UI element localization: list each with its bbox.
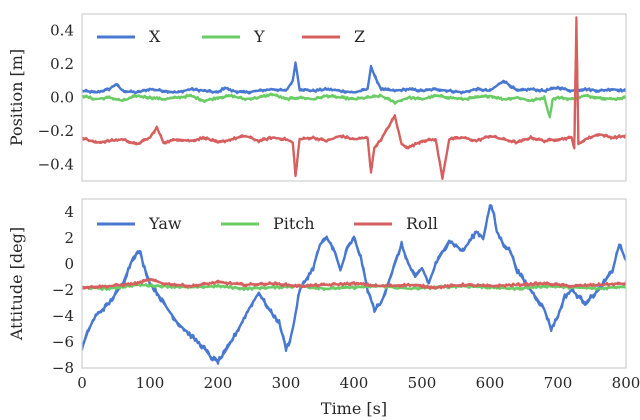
x-tick-label: 0 xyxy=(77,374,87,392)
y-tick-label: −4 xyxy=(52,307,74,325)
x-tick-label: 400 xyxy=(340,374,369,392)
y-tick-label: −0.4 xyxy=(38,155,74,173)
x-tick-label: 200 xyxy=(204,374,233,392)
x-tick-label: 500 xyxy=(408,374,437,392)
x-tick-label: 300 xyxy=(272,374,301,392)
x-tick-label: 100 xyxy=(136,374,165,392)
series-knots-yaw xyxy=(82,204,626,363)
plot-frame xyxy=(81,198,627,369)
legend-label-y: Y xyxy=(253,27,265,46)
y-tick-label: 0 xyxy=(64,255,74,273)
x-tick-label: 600 xyxy=(476,374,505,392)
series-group xyxy=(82,16,626,180)
y-tick-label: 4 xyxy=(64,203,74,221)
legend-label-yaw: Yaw xyxy=(148,214,182,233)
plot-frame xyxy=(81,13,627,182)
y-tick-label: 0.4 xyxy=(50,22,74,40)
series-line-x xyxy=(82,62,626,95)
legend-label-pitch: Pitch xyxy=(273,214,315,233)
series-knots-z xyxy=(82,16,626,179)
series-knots-pitch xyxy=(82,283,626,290)
legend-label-z: Z xyxy=(354,27,365,46)
series-group xyxy=(82,204,626,365)
legend: X Y Z xyxy=(97,27,365,46)
y-tick-label: 0.2 xyxy=(50,55,74,73)
y-tick-label: −8 xyxy=(52,359,74,377)
panel-position: 0.4 0.2 0.0 −0.2 −0.4 Position [m] X Y Z xyxy=(7,13,627,182)
y-tick-label: 2 xyxy=(64,229,74,247)
y-tick-label: −0.2 xyxy=(38,122,74,140)
legend: Yaw Pitch Roll xyxy=(97,214,438,233)
y-tick-label: 0.0 xyxy=(50,89,74,107)
y-axis-label: Position [m] xyxy=(7,49,26,146)
legend-label-x: X xyxy=(149,27,161,46)
panel-attitude: 420−2−4−6−80 100 200 300 400 500 600 700 800Atti… xyxy=(7,198,640,418)
legend-label-roll: Roll xyxy=(406,214,438,233)
x-tick-label: 700 xyxy=(544,374,573,392)
series-line-z xyxy=(82,57,626,180)
x-axis-label: Time [s] xyxy=(321,399,387,418)
y-tick-label: −2 xyxy=(52,281,74,299)
series-knots-roll xyxy=(82,278,626,289)
y-tick-label: −6 xyxy=(52,333,74,351)
y-axis-label: Attitude [deg] xyxy=(7,227,26,341)
series-knots-y xyxy=(82,93,626,119)
series-knots-x xyxy=(82,61,626,94)
x-tick-label: 800 xyxy=(612,374,640,392)
